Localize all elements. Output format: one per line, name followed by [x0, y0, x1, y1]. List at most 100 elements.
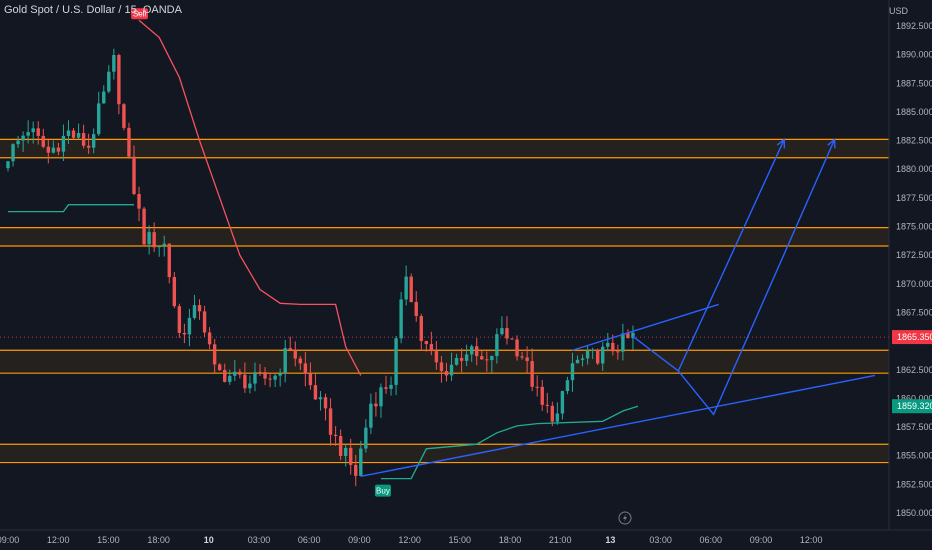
candle-body — [525, 357, 529, 362]
candle-body — [399, 299, 403, 339]
price-tick-label: 1875.000 — [896, 222, 932, 232]
candle-body — [212, 344, 217, 365]
candle-body — [515, 339, 519, 357]
price-tick-label: 1850.000 — [896, 508, 932, 518]
candle-body — [228, 375, 232, 382]
candle-body — [36, 128, 40, 136]
candle-body — [46, 146, 51, 153]
candle-body — [505, 328, 509, 339]
price-tick-label: 1885.000 — [896, 107, 932, 117]
candle-body — [263, 372, 267, 379]
lightning-icon — [618, 511, 632, 525]
zone-band — [0, 444, 889, 463]
candle-body — [278, 373, 282, 376]
candle-body — [464, 354, 469, 361]
candle-body — [152, 232, 156, 248]
candle-body — [328, 408, 333, 435]
candle-body — [606, 342, 610, 347]
candle-body — [333, 434, 338, 437]
buy-marker-label: Buy — [376, 487, 390, 496]
time-tick-label: 12:00 — [47, 535, 70, 545]
candle-body — [434, 351, 439, 363]
time-tick-label: 06:00 — [700, 535, 723, 545]
candles-layer — [6, 48, 635, 487]
candle-body — [459, 357, 464, 361]
candle-body — [117, 55, 121, 105]
broker-label: OANDA — [142, 4, 182, 17]
candle-body — [11, 144, 15, 162]
sell-trail-line — [138, 19, 362, 376]
candle-body — [409, 276, 413, 303]
time-tick-label: 18:00 — [147, 535, 170, 545]
symbol-title: Gold Spot / U.S. Dollar — [4, 4, 116, 17]
candle-body — [308, 373, 313, 386]
price-tick-label: 1857.500 — [896, 422, 932, 432]
candle-body — [253, 372, 257, 384]
candle-body — [611, 342, 615, 352]
candle-body — [454, 357, 459, 365]
symbol-header[interactable]: Gold Spot / U.S. Dollar / 15, OANDA — [4, 4, 182, 16]
candle-body — [590, 349, 595, 351]
candle-body — [21, 135, 25, 141]
time-tick-label: 12:00 — [800, 535, 823, 545]
price-tick-label: 1882.500 — [896, 136, 932, 146]
candle-body — [439, 362, 444, 372]
time-tick-label: 03:00 — [248, 535, 271, 545]
candle-body — [575, 359, 580, 364]
projection-arrowhead — [776, 137, 786, 149]
time-tick-label: 09:00 — [0, 535, 19, 545]
candle-body — [475, 346, 479, 357]
time-tick-label: 09:00 — [750, 535, 773, 545]
trend-line — [572, 303, 719, 351]
candle-body — [137, 194, 141, 209]
candle-body — [379, 387, 383, 407]
candle-body — [81, 133, 86, 146]
candle-body — [595, 349, 600, 364]
candle-body — [560, 391, 565, 414]
candle-body — [364, 427, 368, 449]
candle-body — [570, 363, 575, 381]
price-tick-label: 1880.000 — [896, 164, 932, 174]
candle-body — [318, 397, 323, 400]
candle-body — [298, 358, 303, 364]
price-axis-background — [889, 0, 932, 550]
candle-body — [258, 372, 262, 374]
projection-arrowhead — [827, 137, 836, 149]
candle-body — [248, 383, 252, 389]
title-separator: / — [115, 4, 125, 17]
candle-body — [369, 403, 373, 428]
time-axis[interactable]: 09:00 12:00 15:00 18:00 10 03:00 06:00 09:00 12:… — [0, 511, 932, 550]
candle-body — [520, 356, 524, 358]
currency-label[interactable]: USD — [888, 6, 908, 16]
last-price-badge — [892, 330, 932, 345]
zone-band — [0, 350, 889, 374]
candle-body — [530, 361, 534, 387]
zone-band — [0, 227, 889, 246]
trend-line — [360, 374, 876, 478]
candle-body — [343, 447, 348, 456]
candle-body — [283, 348, 287, 374]
candle-body — [112, 55, 116, 72]
candle-body — [414, 302, 418, 317]
candle-body — [510, 338, 514, 340]
price-axis[interactable]: 1892.500 1890.000 1887.500 1885.000 1882.500… — [888, 0, 932, 550]
candle-body — [626, 333, 630, 339]
candle-body — [238, 371, 242, 375]
candle-body — [338, 436, 343, 456]
candle-body — [207, 332, 212, 345]
candle-body — [187, 317, 192, 335]
candle-body — [535, 386, 539, 388]
zones-layer — [0, 138, 889, 464]
time-tick-label: 12:00 — [398, 535, 421, 545]
price-tick-label: 1890.000 — [896, 50, 932, 60]
candle-body — [26, 132, 30, 136]
candle-body — [197, 305, 202, 312]
broker-separator: , — [136, 4, 143, 17]
candle-body — [147, 232, 151, 245]
candle-body — [76, 133, 81, 138]
candle-body — [555, 413, 560, 422]
support-price-badge-text: 1859.320 — [897, 401, 932, 411]
candle-body — [545, 404, 549, 406]
candle-body — [273, 375, 277, 380]
